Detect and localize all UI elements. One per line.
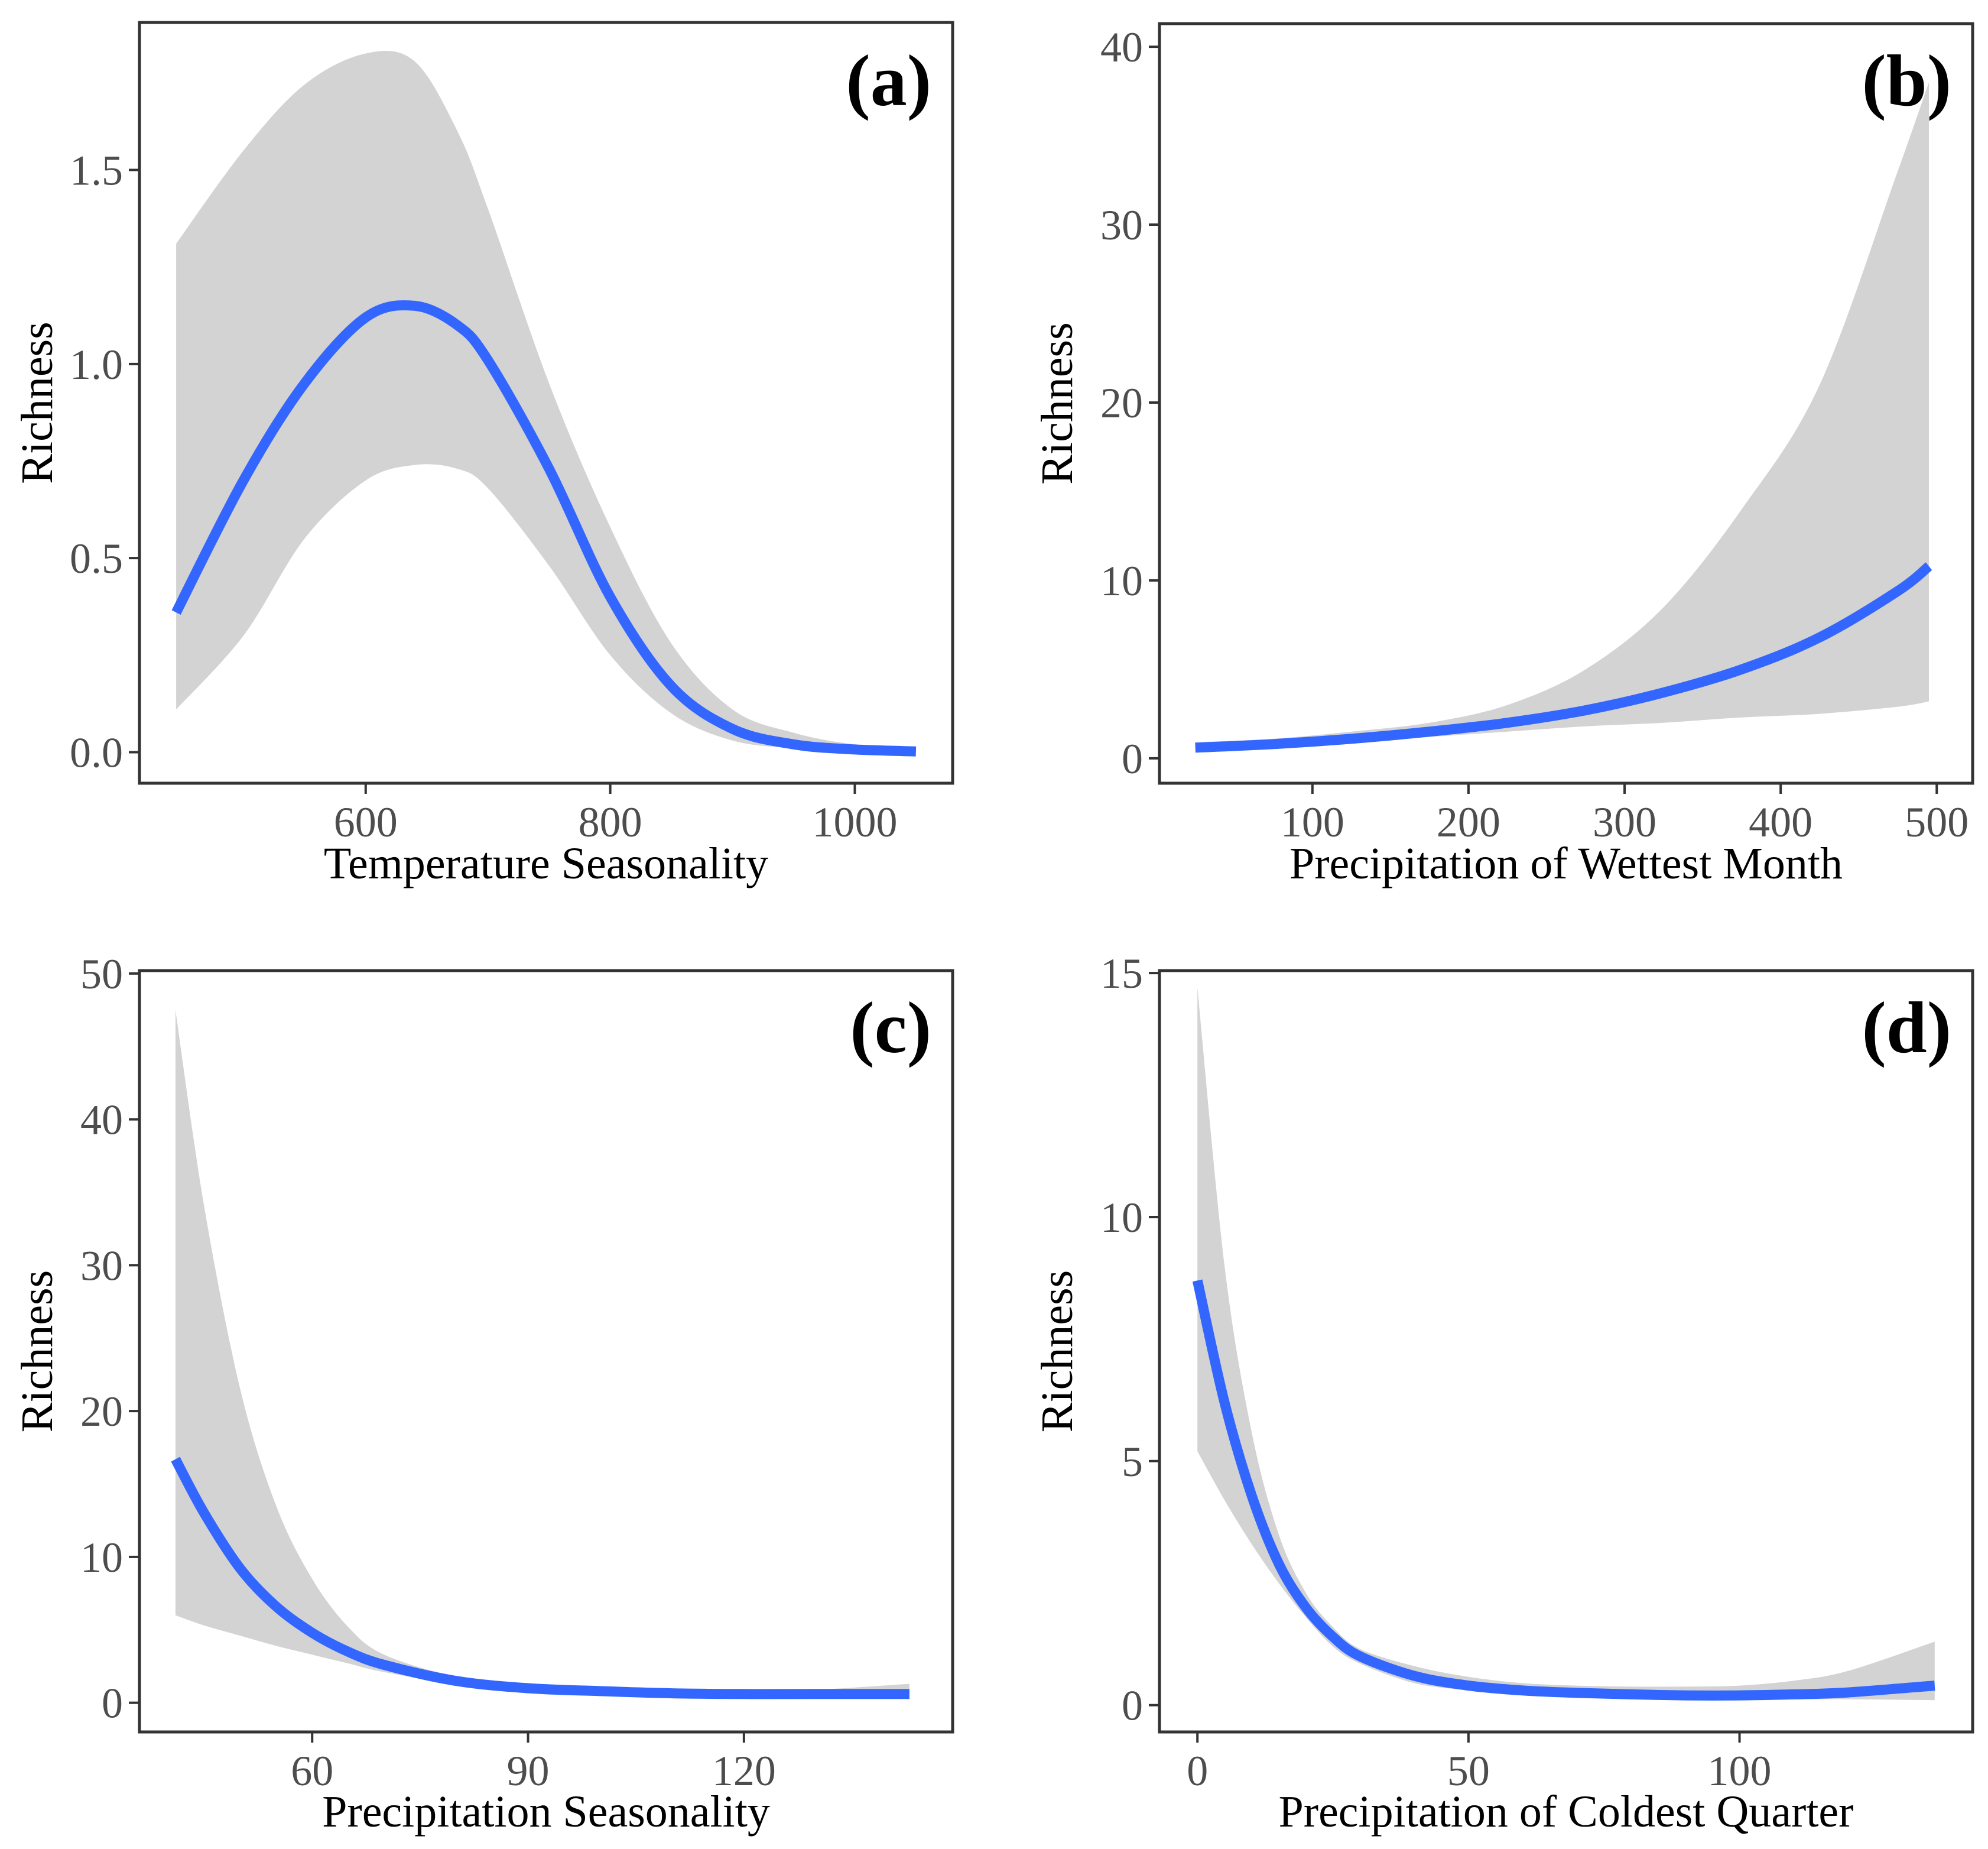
- panel-c-confidence-band: [175, 1010, 909, 1697]
- panel-c-y-tick-label: 30: [80, 1242, 123, 1289]
- panel-a-y-tick-label: 1.0: [70, 341, 123, 388]
- panel-c-y-axis: 0 10 20 30 40 50: [80, 951, 139, 1727]
- panel-b-x-axis: 100 200 300 400 500: [1281, 783, 1968, 846]
- panel-a-x-tick-label: 800: [579, 799, 642, 846]
- panel-c-y-tick-label: 40: [80, 1097, 123, 1144]
- panel-d-confidence-band: [1197, 987, 1935, 1701]
- panel-d: (d) 0 50 100 0 5 10 15 Precipitation of Colde…: [1032, 950, 1974, 1837]
- panel-b-x-tick-label: 300: [1593, 799, 1656, 846]
- panel-b-y-title: Richness: [1032, 322, 1082, 484]
- panel-a-frame: [138, 21, 954, 785]
- panel-b-fit-line: [1195, 562, 1932, 753]
- panel-c-fit-line: [171, 1457, 909, 1699]
- panel-d-y-tick-label: 15: [1100, 950, 1143, 997]
- panel-d-label: (d): [1862, 987, 1951, 1068]
- panel-d-x-title: Precipitation of Coldest Quarter: [1279, 1787, 1854, 1837]
- panel-c: (c) 60 90 120 0 10 20 30 40 50 Precipitation Se…: [12, 951, 954, 1837]
- panel-c-y-tick-label: 50: [80, 951, 123, 998]
- panel-a-confidence-band: [176, 51, 916, 752]
- panel-b-x-tick-label: 200: [1437, 799, 1500, 846]
- panel-d-plot: [1192, 987, 1935, 1701]
- panel-b-y-tick-label: 10: [1100, 557, 1143, 605]
- panel-a-y-tick-label: 1.5: [70, 147, 123, 194]
- panel-b-x-tick-label: 400: [1749, 799, 1812, 846]
- panel-d-y-tick-label: 5: [1122, 1438, 1143, 1485]
- panel-a-x-tick-label: 1000: [812, 799, 897, 846]
- panel-b-y-tick-label: 0: [1122, 735, 1143, 783]
- panel-a-y-axis: 0.0 0.5 1.0 1.5: [70, 147, 139, 776]
- panel-b-confidence-band: [1195, 82, 1929, 751]
- panel-a-label: (a): [846, 40, 931, 121]
- panel-c-x-tick-label: 60: [291, 1747, 333, 1795]
- panel-a-y-tick-label: 0.0: [70, 729, 123, 776]
- panel-c-x-tick-label: 120: [712, 1747, 776, 1795]
- panel-a-x-axis: 600 800 1000: [334, 783, 897, 846]
- panel-b: (b) 100 200 300 400 500 0 10 20 30 40 Precipitat…: [1032, 22, 1974, 888]
- panel-b-plot: [1195, 82, 1932, 753]
- panel-c-x-tick-label: 90: [507, 1747, 550, 1795]
- panel-b-x-title: Precipitation of Wettest Month: [1289, 839, 1843, 888]
- panel-c-frame: [138, 969, 954, 1734]
- panel-c-x-axis: 60 90 120: [291, 1732, 776, 1795]
- panel-d-y-tick-label: 10: [1100, 1194, 1143, 1241]
- panel-d-y-tick-label: 0: [1122, 1682, 1143, 1730]
- panel-c-y-tick-label: 10: [80, 1534, 123, 1581]
- panel-d-frame: [1158, 969, 1974, 1734]
- panel-a-x-tick-label: 600: [334, 799, 398, 846]
- panel-a-y-tick-label: 0.5: [70, 535, 123, 582]
- panel-b-y-tick-label: 30: [1100, 202, 1143, 249]
- panel-b-x-tick-label: 100: [1281, 799, 1344, 846]
- panel-d-x-tick-label: 0: [1187, 1747, 1208, 1795]
- panel-b-x-tick-label: 500: [1905, 799, 1968, 846]
- panel-c-label: (c): [850, 987, 931, 1068]
- panel-c-x-title: Precipitation Seasonality: [322, 1787, 770, 1837]
- panel-d-x-axis: 0 50 100: [1187, 1732, 1772, 1795]
- panel-c-y-tick-label: 20: [80, 1388, 123, 1435]
- panel-a: (a) 600 800 1000 0.0 0.5 1.0 1.5 Temperature …: [12, 21, 954, 888]
- panel-a-fit-line: [171, 300, 917, 757]
- panel-c-plot: [171, 1010, 909, 1699]
- panel-b-y-axis: 0 10 20 30 40: [1100, 24, 1159, 783]
- panel-b-y-tick-label: 40: [1100, 24, 1143, 71]
- panel-d-x-tick-label: 50: [1447, 1747, 1490, 1795]
- panel-d-x-tick-label: 100: [1708, 1747, 1772, 1795]
- panel-d-y-axis: 0 5 10 15: [1100, 950, 1159, 1730]
- panel-b-y-tick-label: 20: [1100, 379, 1143, 427]
- panel-a-plot: [171, 51, 917, 757]
- panel-a-y-title: Richness: [12, 322, 62, 484]
- panel-c-y-title: Richness: [12, 1270, 62, 1432]
- panel-c-y-tick-label: 0: [102, 1680, 123, 1727]
- panel-a-x-title: Temperature Seasonality: [324, 839, 768, 888]
- panel-b-label: (b): [1862, 40, 1951, 121]
- panel-d-fit-line: [1192, 1279, 1935, 1701]
- panel-d-y-title: Richness: [1032, 1270, 1082, 1432]
